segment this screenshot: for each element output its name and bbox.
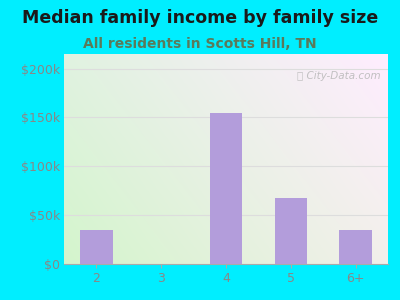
Text: Ⓜ City-Data.com: Ⓜ City-Data.com xyxy=(297,71,381,81)
Text: Median family income by family size: Median family income by family size xyxy=(22,9,378,27)
Bar xyxy=(210,112,242,264)
Text: All residents in Scotts Hill, TN: All residents in Scotts Hill, TN xyxy=(83,38,317,52)
Bar xyxy=(275,198,307,264)
Bar xyxy=(339,230,372,264)
Bar xyxy=(80,230,113,264)
